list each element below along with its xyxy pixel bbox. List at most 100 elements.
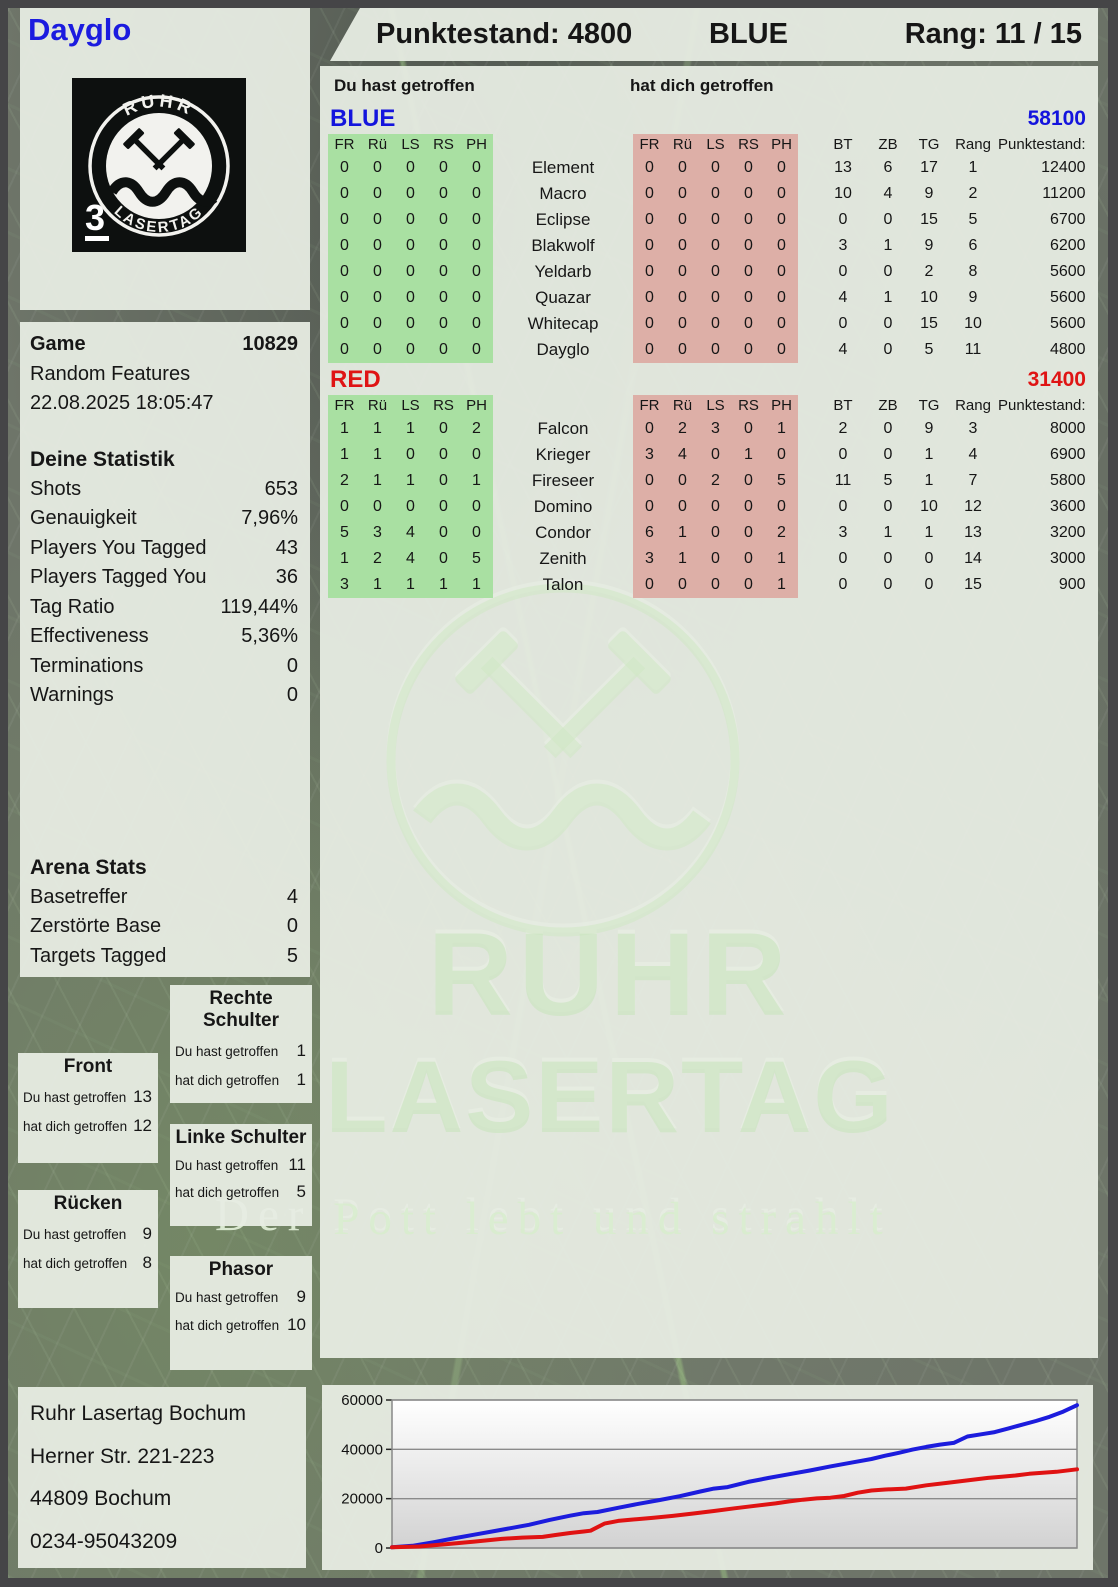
col-header-you: LS (394, 395, 427, 416)
hit-cell-you: 5 (460, 546, 493, 572)
hit-cell-you: 0 (460, 155, 493, 181)
stat-punktestand: 3000 (1049, 550, 1086, 567)
hit-cell-you: 0 (394, 181, 427, 207)
stat-zb: 1 (883, 289, 893, 306)
zone-them-label: hat dich getroffen (175, 1073, 280, 1088)
hit-cell-them: 0 (633, 416, 666, 442)
hit-cell-them: 0 (633, 207, 666, 233)
stat-tg: 1 (924, 472, 934, 489)
col-gap (798, 468, 820, 494)
zone-you-value: 13 (133, 1087, 152, 1106)
hit-cell-them: 0 (633, 233, 666, 259)
stat-zb: 0 (883, 498, 893, 515)
hit-cell-them: 2 (666, 416, 699, 442)
zone-you-label: Du hast getroffen (23, 1090, 127, 1105)
rank-label: Rang: 11 / 15 (904, 18, 1082, 50)
col-header-them: LS (699, 395, 732, 416)
zone-you-label: Du hast getroffen (175, 1290, 279, 1305)
hit-cell-you: 0 (460, 285, 493, 311)
col-gap (798, 337, 820, 363)
hit-cell-you: 0 (328, 207, 361, 233)
hit-cell-you: 0 (328, 259, 361, 285)
your-stats-title: Deine Statistik (30, 447, 175, 471)
stat-rang: 4 (968, 446, 978, 463)
player-name: Element (531, 158, 595, 177)
watermark-tagline: Der Pott lebt und strahlt (320, 1193, 892, 1245)
stat-tg: 9 (924, 185, 934, 202)
zone-you-label: Du hast getroffen (175, 1158, 279, 1173)
game-info-panel: Game 10829 Random Features 22.08.2025 18… (20, 322, 310, 977)
stat-tg: 17 (920, 159, 938, 176)
player-name: Condor (535, 523, 591, 542)
stat-label: Players You Tagged (30, 536, 207, 559)
hit-cell-you: 4 (394, 520, 427, 546)
hit-cell-you: 0 (361, 259, 394, 285)
hit-cell-them: 0 (666, 468, 699, 494)
hit-cell-them: 0 (666, 233, 699, 259)
col-header-them: Rü (666, 395, 699, 416)
hit-cell-them: 0 (666, 285, 699, 311)
hit-cell-you: 1 (361, 468, 394, 494)
stat-punktestand: 8000 (1049, 420, 1086, 437)
hit-cell-you: 0 (361, 494, 394, 520)
stat-bt: 0 (838, 498, 848, 515)
hit-cell-you: 0 (427, 546, 460, 572)
stat-value: 0 (286, 915, 298, 937)
hit-cell-you: 0 (328, 337, 361, 363)
arena-stats-title: Arena Stats (30, 855, 147, 879)
stat-zb: 0 (883, 550, 893, 567)
hit-cell-you: 1 (361, 442, 394, 468)
y-axis-tick-label: 0 (375, 1540, 383, 1557)
stat-bt: 0 (838, 446, 848, 463)
team-total-score: 31400 (1027, 368, 1086, 391)
hit-zone-rechte-schulter: Rechte Schulter Du hast getroffen 1 hat d… (170, 985, 312, 1103)
stat-label: Zerstörte Base (30, 915, 162, 937)
hit-cell-them: 1 (765, 416, 798, 442)
hit-cell-them: 0 (732, 546, 765, 572)
hit-cell-you: 0 (427, 520, 460, 546)
col-header-you: PH (460, 395, 493, 416)
hit-cell-them: 1 (765, 572, 798, 598)
col-header-you: PH (460, 134, 493, 155)
stat-label: Players Tagged You (30, 566, 207, 588)
col-header-them: LS (699, 134, 732, 155)
hit-cell-you: 1 (427, 572, 460, 598)
hit-cell-them: 0 (732, 520, 765, 546)
hit-cell-them: 0 (666, 337, 699, 363)
hit-cell-them: 0 (699, 546, 732, 572)
hit-cell-you: 1 (328, 416, 361, 442)
hit-cell-you: 0 (328, 233, 361, 259)
stat-punktestand: 5800 (1049, 472, 1086, 489)
col-gap (798, 134, 820, 155)
hit-cell-them: 1 (765, 546, 798, 572)
hit-cell-you: 0 (394, 494, 427, 520)
stat-punktestand: 6900 (1049, 446, 1086, 463)
hit-cell-you: 0 (328, 181, 361, 207)
stat-rang: 9 (968, 289, 978, 306)
stat-rang: 6 (968, 237, 978, 254)
col-header-name (493, 134, 633, 155)
hit-cell-them: 0 (699, 442, 732, 468)
hit-cell-you: 0 (427, 259, 460, 285)
col-header-you: RS (427, 134, 460, 155)
hit-cell-them: 0 (633, 337, 666, 363)
ruhr-lasertag-logo-icon: RUHR LASERTAG 3 (72, 78, 246, 252)
hit-cell-them: 0 (765, 181, 798, 207)
stat-zb: 0 (883, 341, 893, 358)
col-gap (798, 572, 820, 598)
col-header-stat: TG (918, 397, 940, 414)
hit-cell-you: 0 (361, 181, 394, 207)
col-gap (798, 285, 820, 311)
player-name: Blakwolf (531, 236, 595, 255)
col-gap (798, 259, 820, 285)
column-group-you-hit: Du hast getroffen (334, 76, 475, 95)
hit-cell-them: 0 (732, 285, 765, 311)
stat-punktestand: 3200 (1049, 524, 1086, 541)
hit-cell-them: 0 (765, 259, 798, 285)
stat-tg: 0 (924, 550, 934, 567)
stat-bt: 4 (838, 341, 848, 358)
stat-rang: 7 (968, 472, 978, 489)
player-name: Falcon (537, 419, 589, 438)
teams-container: BLUE 58100 FR Rü LS RS PH FR Rü LS RS PH BT ZB TG Rang P… (328, 104, 1090, 598)
col-header-name (493, 395, 633, 416)
